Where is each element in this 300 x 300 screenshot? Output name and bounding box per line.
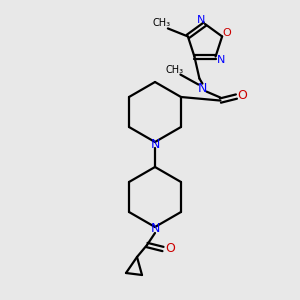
Text: CH₃: CH₃	[153, 18, 171, 28]
Text: N: N	[150, 223, 160, 236]
Text: N: N	[150, 137, 160, 151]
Text: N: N	[197, 15, 205, 25]
Text: CH₃: CH₃	[165, 64, 184, 75]
Text: N: N	[216, 55, 225, 64]
Text: O: O	[165, 242, 175, 256]
Text: O: O	[238, 89, 248, 102]
Text: N: N	[198, 82, 207, 95]
Text: O: O	[223, 28, 232, 38]
